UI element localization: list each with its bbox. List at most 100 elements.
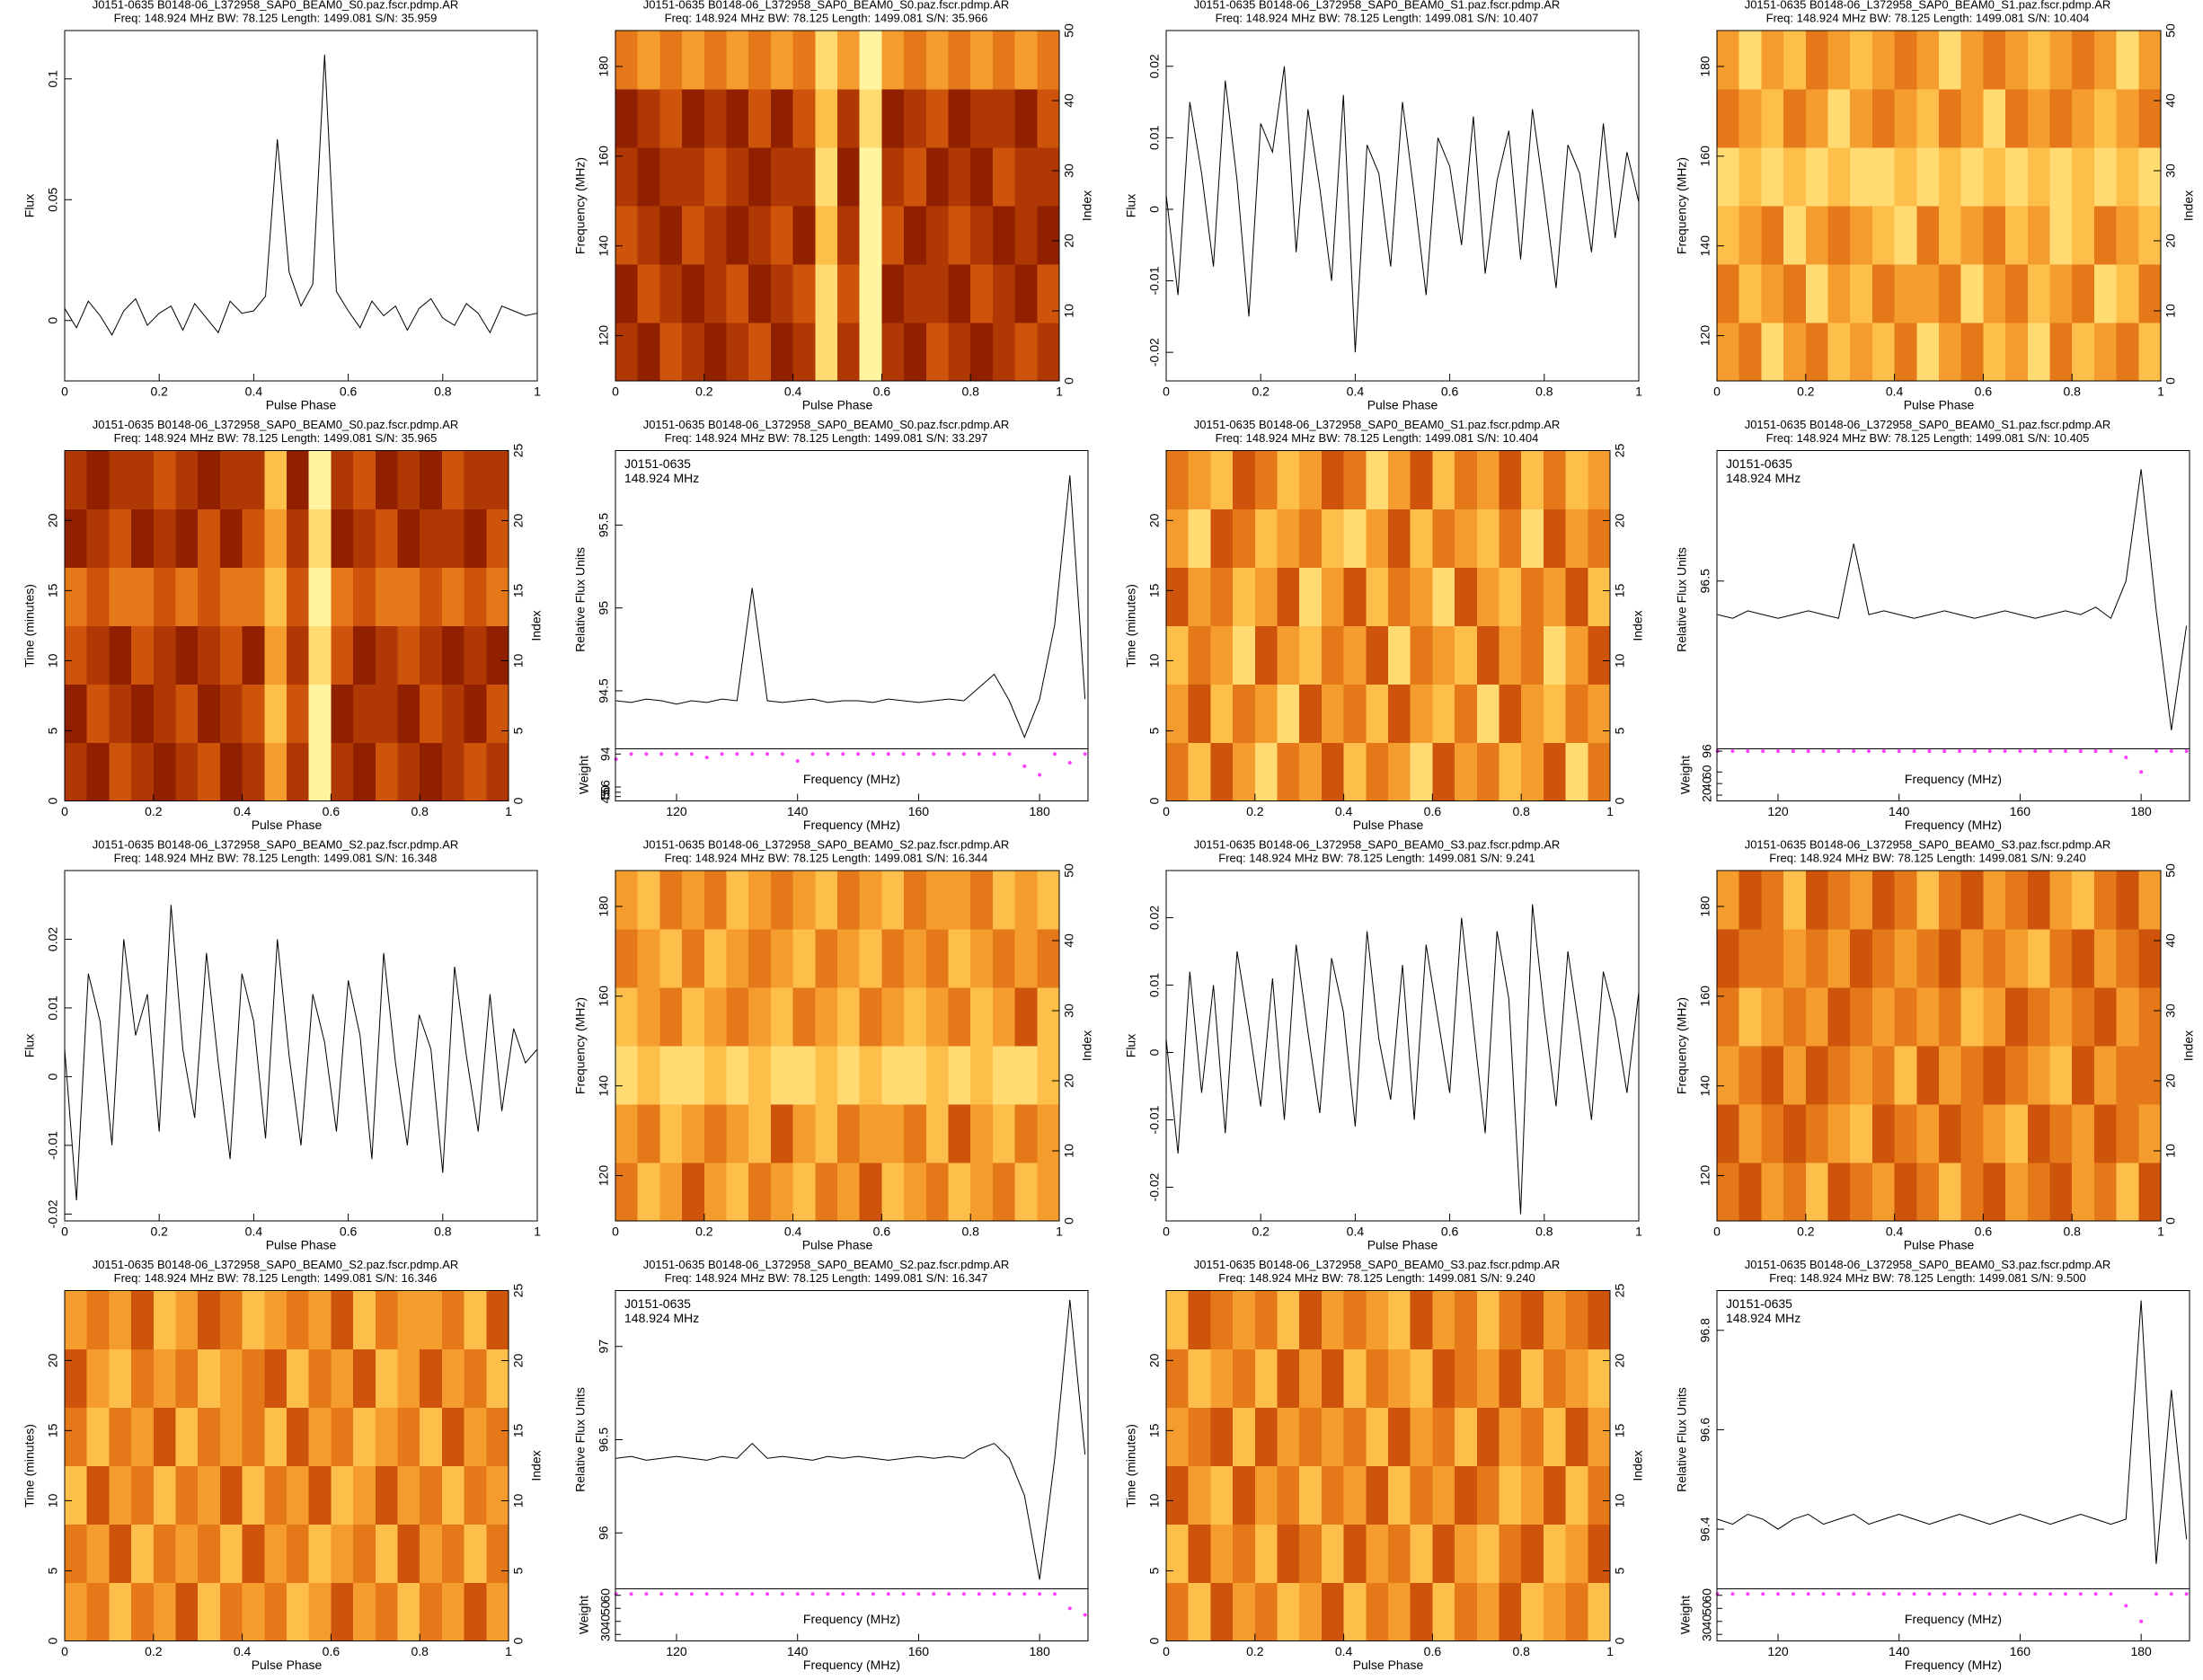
heatmap-cell xyxy=(837,1104,861,1163)
heatmap-cell xyxy=(1565,1407,1588,1466)
heatmap-cell xyxy=(1188,1348,1211,1408)
heatmap-cell xyxy=(65,1290,88,1349)
heatmap-cell xyxy=(420,567,443,626)
heatmap-cell xyxy=(1233,1524,1256,1583)
plot-frame xyxy=(615,1290,1089,1641)
plot-frame xyxy=(1716,450,2190,801)
panel-title: J0151-0635 B0148-06_L372958_SAP0_BEAM0_S… xyxy=(1745,837,2111,851)
heatmap-cell xyxy=(948,323,971,382)
x-axis-label: Frequency (MHz) xyxy=(1905,818,2002,832)
heatmap-cell xyxy=(1014,1046,1038,1105)
heatmap-cell xyxy=(198,1582,221,1641)
x-tick-label: 1 xyxy=(1056,385,1063,399)
heatmap-cell xyxy=(65,450,88,509)
heatmap-cell xyxy=(770,323,794,382)
heatmap-cell xyxy=(242,625,265,685)
heatmap-cell xyxy=(881,206,905,265)
panel-subtitle: Freq: 148.924 MHz BW: 78.125 Length: 149… xyxy=(1218,1271,1535,1285)
heatmap-cell xyxy=(748,206,772,265)
heatmap-cell xyxy=(1739,147,1762,207)
heatmap-cell xyxy=(1210,1348,1234,1408)
weight-point xyxy=(780,1592,784,1596)
heatmap-cell xyxy=(486,1524,509,1583)
heatmap-cell xyxy=(1850,31,1873,90)
x-tick-label: 160 xyxy=(908,1644,930,1658)
heatmap-cell xyxy=(1499,567,1522,626)
heatmap-cell xyxy=(837,31,861,90)
heatmap-cell xyxy=(1277,684,1300,743)
heatmap-cell xyxy=(1983,264,2006,323)
x-tick-label: 0.2 xyxy=(1246,804,1264,818)
heatmap-cell xyxy=(859,1163,882,1222)
heatmap-cell xyxy=(815,929,838,988)
heatmap-cell xyxy=(1014,1163,1038,1222)
heatmap-cell xyxy=(464,684,487,743)
heatmap-cell xyxy=(2072,871,2095,930)
y-axis-label: Flux xyxy=(1124,194,1138,217)
heatmap-cell xyxy=(1761,1163,1784,1222)
heatmap-cell xyxy=(815,1046,838,1105)
heatmap-cell xyxy=(1565,1582,1588,1641)
heatmap-cell xyxy=(1717,871,1740,930)
heatmap-cell xyxy=(1521,508,1544,568)
heatmap-cell xyxy=(1850,1104,1873,1163)
y2-tick-label: 15 xyxy=(511,584,526,598)
heatmap-cell xyxy=(992,264,1016,323)
heatmap-cell xyxy=(1210,625,1234,685)
heatmap-cell xyxy=(992,987,1016,1047)
heatmap-cell xyxy=(397,1465,420,1525)
heatmap-cell xyxy=(1960,89,1984,148)
y-tick-label: 0 xyxy=(1147,1048,1162,1056)
weight-label: Weight xyxy=(577,1596,591,1634)
heatmap-cell xyxy=(1717,1163,1740,1222)
y2-tick-label: 0 xyxy=(1062,1217,1076,1225)
heatmap-cell xyxy=(1321,450,1345,509)
heatmap-cell xyxy=(637,1046,660,1105)
heatmap-cell xyxy=(1476,1524,1500,1583)
heatmap-cell xyxy=(2027,206,2050,265)
heatmap-cell xyxy=(219,1465,243,1525)
x-tick-label: 180 xyxy=(1029,1644,1050,1658)
heatmap-cell xyxy=(948,987,971,1047)
heatmap-cell xyxy=(881,147,905,207)
heatmap-cell xyxy=(287,1290,310,1349)
heatmap-cell xyxy=(1827,929,1851,988)
y-axis-label: Flux xyxy=(22,1034,37,1057)
heatmap-cell xyxy=(948,264,971,323)
y-tick-label: 15 xyxy=(1147,1423,1162,1437)
heatmap-cell xyxy=(703,987,727,1047)
heatmap-cell xyxy=(881,1104,905,1163)
y2-tick-label: 10 xyxy=(2163,304,2178,318)
heatmap-cell xyxy=(1455,1407,1478,1466)
panel-title: J0151-0635 B0148-06_L372958_SAP0_BEAM0_S… xyxy=(643,1258,1010,1271)
heatmap-cell xyxy=(1410,1582,1433,1641)
x-tick-label: 1 xyxy=(505,1644,512,1658)
heatmap-cell xyxy=(1476,625,1500,685)
weight-point xyxy=(1912,749,1916,754)
x-tick-label: 0.4 xyxy=(1886,1225,1904,1239)
heatmap-cell xyxy=(198,1348,221,1408)
heatmap-cell xyxy=(948,1046,971,1105)
heatmap-cell xyxy=(1588,1290,1611,1349)
heatmap-cell xyxy=(1277,1407,1300,1466)
heatmap-cell xyxy=(420,1582,443,1641)
y-tick-label: 120 xyxy=(1698,1165,1712,1187)
heatmap-cell xyxy=(109,1348,132,1408)
y2-tick-label: 15 xyxy=(1613,1424,1627,1438)
heatmap-cell xyxy=(198,1290,221,1349)
weight-point xyxy=(750,752,755,756)
heatmap-cell xyxy=(1499,1348,1522,1408)
heatmap-cell xyxy=(2138,987,2162,1047)
x-tick-label: 1 xyxy=(534,1225,541,1239)
heatmap-cell xyxy=(153,625,176,685)
heatmap-cell xyxy=(948,1104,971,1163)
heatmap-cell xyxy=(682,1046,705,1105)
heatmap-cell xyxy=(637,1163,660,1222)
heatmap-cell xyxy=(748,987,772,1047)
y2-tick-label: 20 xyxy=(1062,234,1076,248)
weight-point xyxy=(675,1592,679,1596)
panel-subtitle: Freq: 148.924 MHz BW: 78.125 Length: 149… xyxy=(1769,851,2085,864)
heatmap-cell xyxy=(2138,1046,2162,1105)
heatmap-cell xyxy=(2116,987,2139,1047)
heatmap-cell xyxy=(682,987,705,1047)
